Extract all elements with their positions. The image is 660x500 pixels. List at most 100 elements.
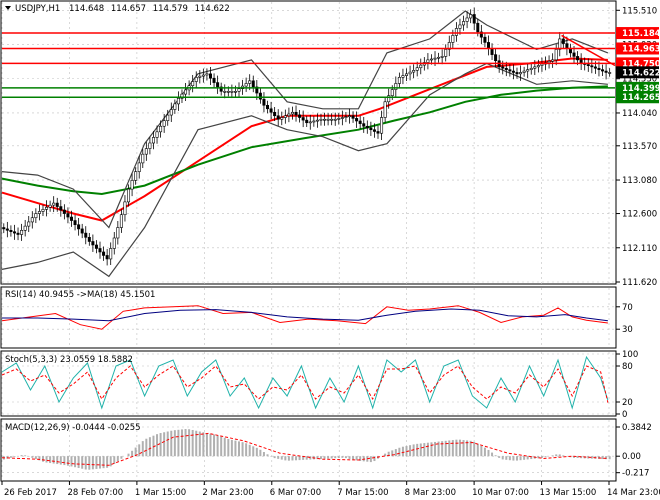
- bearish-candle: [504, 67, 508, 70]
- macd-plot: [1, 429, 611, 470]
- bearish-candle: [91, 241, 95, 246]
- bullish-candle: [426, 59, 430, 63]
- bearish-candle: [5, 228, 9, 231]
- bearish-candle: [77, 224, 81, 230]
- macd-pane[interactable]: MACD(12,26,9) -0.0444 -0.0255 0.3842 0.00…: [0, 418, 652, 482]
- bullish-candle: [137, 162, 141, 172]
- bullish-candle: [315, 119, 319, 122]
- bullish-candle: [458, 24, 462, 29]
- bearish-candle: [105, 255, 109, 260]
- bullish-candle: [522, 70, 526, 73]
- level-label-text: 115.184: [622, 29, 660, 39]
- time-tick-label: 10 Mar 07:00: [472, 488, 529, 498]
- bearish-candle: [561, 38, 565, 44]
- bullish-candle: [173, 103, 177, 110]
- price-tick-label: 111.620: [622, 278, 657, 288]
- time-tick-label: 8 Mar 23:00: [405, 488, 456, 498]
- bullish-candle: [551, 59, 555, 62]
- bearish-candle: [255, 86, 259, 94]
- bullish-candle: [116, 227, 120, 239]
- time-tick-label: 13 Mar 15:00: [540, 488, 597, 498]
- bullish-candle: [237, 88, 241, 92]
- bearish-candle: [476, 22, 480, 33]
- collapse-triangle-icon[interactable]: [5, 6, 11, 10]
- price-tick-label: 113.570: [622, 142, 657, 152]
- bollinger-band-line: [1, 62, 608, 278]
- bullish-candle: [48, 204, 52, 208]
- bearish-candle: [365, 125, 369, 129]
- stoch-pane[interactable]: Stoch(5,3,3) 23.0559 18.5882 100 80 20 0: [0, 350, 638, 420]
- bearish-candle: [66, 213, 70, 218]
- bearish-candle: [84, 232, 88, 238]
- rsi-pane[interactable]: RSI(14) 40.9455 ->MA(18) 45.1501 70 30: [0, 286, 633, 349]
- bullish-candle: [380, 117, 384, 134]
- bullish-candle: [312, 120, 316, 123]
- bearish-candle: [298, 114, 302, 118]
- bearish-candle: [62, 209, 66, 214]
- bearish-candle: [586, 64, 590, 67]
- bullish-candle: [608, 72, 612, 74]
- bullish-candle: [344, 116, 348, 118]
- bullish-candle: [401, 75, 405, 78]
- bearish-candle: [273, 111, 277, 117]
- bearish-candle: [362, 123, 366, 127]
- level-label-box: [616, 27, 659, 40]
- bullish-candle: [34, 213, 38, 219]
- time-tick-label: 28 Feb 07:00: [67, 488, 123, 498]
- bullish-candle: [230, 91, 234, 93]
- bullish-candle: [330, 118, 334, 121]
- bearish-candle: [490, 48, 494, 55]
- bearish-candle: [262, 98, 266, 106]
- bullish-candle: [447, 42, 451, 50]
- bullish-candle: [308, 121, 312, 124]
- bullish-candle: [519, 72, 523, 75]
- bullish-candle: [233, 91, 237, 93]
- bullish-candle: [41, 209, 45, 212]
- axis-tick-label: 70: [622, 303, 633, 313]
- bullish-candle: [419, 64, 423, 69]
- bullish-candle: [319, 118, 323, 121]
- bullish-candle: [155, 131, 159, 138]
- price-tick-label: 114.040: [622, 109, 657, 119]
- ma-slow-line: [1, 85, 608, 196]
- price-tick-label: 115.510: [622, 6, 657, 16]
- bullish-candle: [166, 114, 170, 121]
- bullish-candle: [280, 117, 284, 120]
- bearish-candle: [294, 111, 298, 116]
- bullish-candle: [184, 89, 188, 95]
- bearish-candle: [508, 69, 512, 72]
- bearish-candle: [372, 129, 376, 132]
- bullish-candle: [533, 66, 537, 69]
- axis-tick-label: 20: [622, 398, 633, 408]
- main-pane[interactable]: USDJPY,H1 114.648 114.657 114.579 114.62…: [0, 0, 660, 288]
- bullish-candle: [444, 49, 448, 57]
- bearish-candle: [98, 248, 102, 253]
- bullish-candle: [180, 93, 184, 99]
- bearish-candle: [515, 72, 519, 75]
- bullish-candle: [337, 118, 341, 120]
- bearish-candle: [376, 131, 380, 134]
- oscillator-signal-line: [1, 365, 609, 403]
- bullish-candle: [451, 35, 455, 43]
- bullish-candle: [169, 109, 173, 116]
- oscillator-main-line: [1, 305, 608, 330]
- bearish-candle: [80, 228, 84, 234]
- axis-tick-label: 0.00: [622, 452, 641, 462]
- bearish-candle: [565, 43, 569, 49]
- stoch-plot: [1, 355, 609, 410]
- bullish-candle: [469, 14, 473, 19]
- bullish-candle: [191, 81, 195, 87]
- bullish-candle: [119, 214, 123, 228]
- time-tick-label: 1 Mar 15:00: [135, 488, 186, 498]
- bearish-candle: [208, 73, 212, 79]
- bullish-candle: [52, 202, 56, 206]
- main-plot: [1, 7, 616, 278]
- axis-tick-label: 100: [622, 350, 638, 360]
- price-tick-label: 114.530: [622, 75, 657, 85]
- time-tick-label: 14 Mar 23:00: [607, 488, 660, 498]
- rsi-plot: [1, 305, 608, 330]
- bullish-candle: [201, 74, 205, 77]
- time-axis[interactable]: 26 Feb 2017 28 Feb 07:00 1 Mar 15:00 2 Mar …: [1, 481, 660, 498]
- bullish-candle: [405, 73, 409, 76]
